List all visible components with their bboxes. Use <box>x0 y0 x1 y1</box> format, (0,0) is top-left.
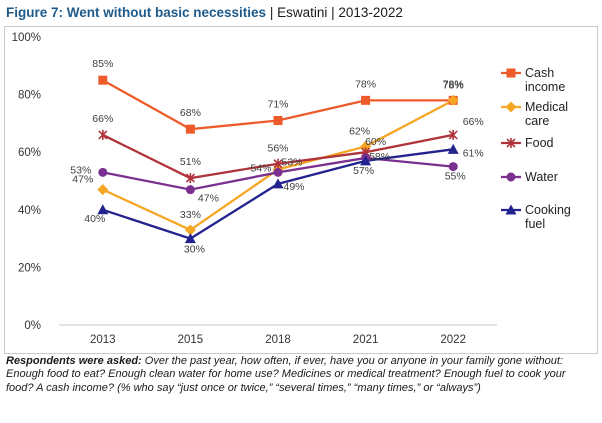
data-label: 53% <box>70 164 91 176</box>
legend-label: Water <box>525 170 558 184</box>
legend-label: care <box>525 114 549 128</box>
legend-label: Cash <box>525 66 554 80</box>
data-point <box>273 158 283 169</box>
survey-note: Respondents were asked: Over the past ye… <box>6 355 596 395</box>
legend-label: Medical <box>525 100 568 114</box>
data-label: 55% <box>445 171 466 183</box>
data-point <box>98 75 108 85</box>
chart-title: Figure 7: Went without basic necessities… <box>6 5 403 20</box>
data-label: 49% <box>283 181 304 193</box>
data-label: 54% <box>250 162 271 174</box>
y-tick-label: 40% <box>18 205 41 217</box>
data-label: 66% <box>463 116 484 128</box>
y-tick-label: 100% <box>12 32 41 44</box>
data-point <box>506 172 516 182</box>
data-point <box>273 116 283 126</box>
data-label: 85% <box>92 58 113 70</box>
y-tick-label: 60% <box>18 147 41 159</box>
data-label: 57% <box>353 165 374 177</box>
legend-label: Cooking <box>525 203 571 217</box>
x-tick-label: 2022 <box>440 334 466 346</box>
data-label: 53% <box>281 156 302 168</box>
note-text: Over the past year, how often, if ever, … <box>6 355 566 394</box>
data-label: 66% <box>92 113 113 125</box>
legend-label: fuel <box>525 217 545 231</box>
data-point <box>272 178 284 189</box>
legend-label: income <box>525 80 565 94</box>
line-chart: 0% 20% 40% 60% 80% 100% 2013 2015 2018 2021 2022 85… <box>12 32 571 346</box>
data-point <box>185 173 195 184</box>
data-label: 78% <box>355 78 376 90</box>
data-label: 47% <box>72 174 93 186</box>
y-tick-label: 80% <box>18 90 41 102</box>
data-label: 47% <box>198 193 219 205</box>
data-label: 60% <box>365 136 386 148</box>
data-label: 33% <box>180 209 201 221</box>
data-label: 71% <box>267 99 288 111</box>
x-tick-label: 2013 <box>90 334 116 346</box>
data-point <box>505 101 517 113</box>
data-point <box>448 129 458 140</box>
data-point <box>185 124 195 134</box>
y-tick-label: 0% <box>24 320 41 332</box>
data-point <box>361 95 371 105</box>
data-point <box>273 167 283 177</box>
y-tick-label: 20% <box>18 262 41 274</box>
data-label: 51% <box>180 156 201 168</box>
data-point <box>448 162 458 172</box>
data-point <box>184 233 196 244</box>
data-label: 68% <box>180 107 201 119</box>
data-label: 78% <box>443 79 464 91</box>
x-tick-label: 2018 <box>265 334 291 346</box>
data-point <box>506 68 516 78</box>
data-point <box>97 204 109 215</box>
data-point <box>98 167 108 177</box>
data-point <box>360 155 372 166</box>
legend-label: Food <box>525 136 554 150</box>
data-point <box>447 94 459 106</box>
data-label: 78% <box>443 78 464 90</box>
data-label: 61% <box>463 147 484 159</box>
data-label: 58% <box>369 151 390 163</box>
data-point <box>506 138 516 148</box>
title-subtitle: | Eswatini | 2013-2022 <box>266 5 403 20</box>
data-point <box>184 224 196 236</box>
x-tick-label: 2015 <box>178 334 204 346</box>
x-tick-label: 2021 <box>353 334 379 346</box>
chart-frame: 0% 20% 40% 60% 80% 100% 2013 2015 2018 2021 2022 85… <box>4 26 598 354</box>
data-label: 40% <box>84 213 105 225</box>
data-label: 56% <box>267 143 288 155</box>
data-point <box>98 129 108 140</box>
data-point <box>505 204 517 215</box>
data-point <box>185 185 195 195</box>
data-point <box>97 184 109 196</box>
data-point <box>447 143 459 154</box>
data-label: 62% <box>349 125 370 137</box>
note-label: Respondents were asked: <box>6 355 142 367</box>
data-label: 30% <box>184 244 205 256</box>
title-main: Figure 7: Went without basic necessities <box>6 5 267 20</box>
